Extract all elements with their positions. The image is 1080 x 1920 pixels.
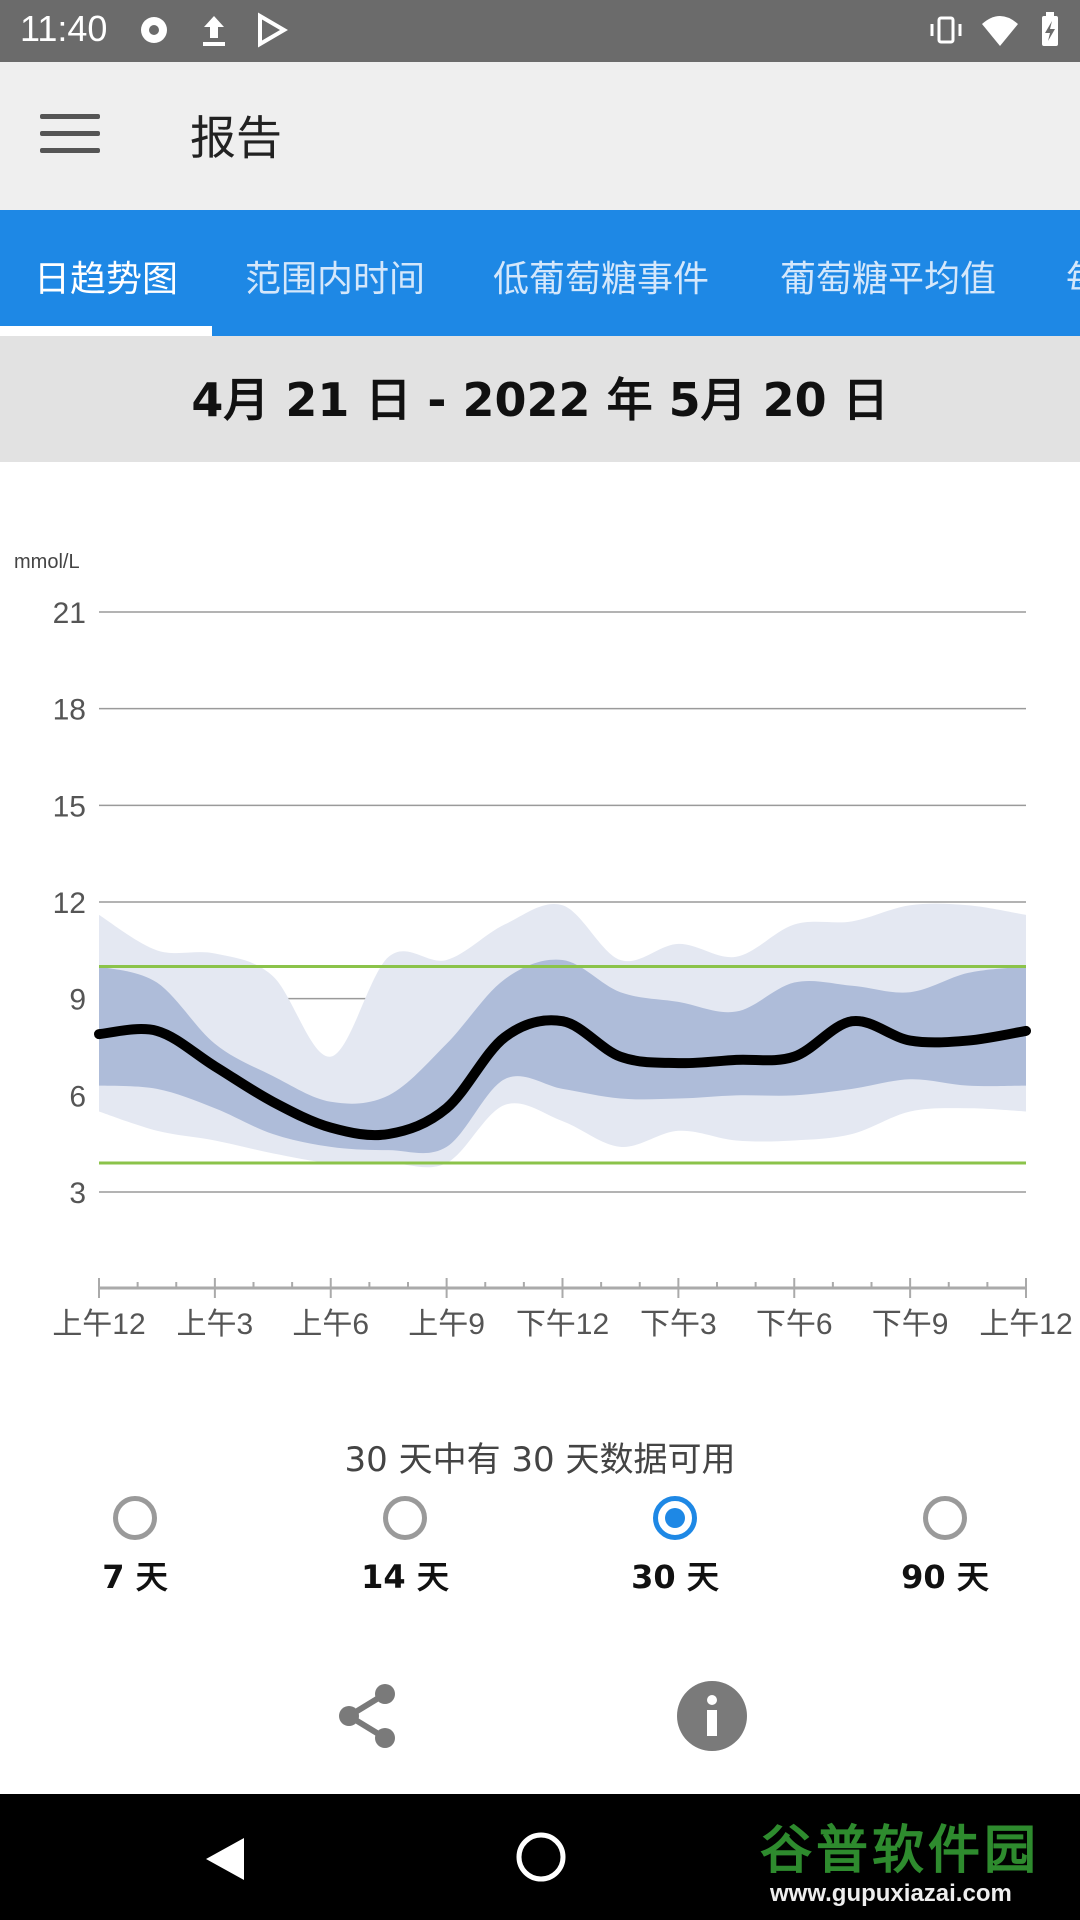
play-store-icon <box>258 12 288 48</box>
x-tick-label: 下午6 <box>756 1308 833 1340</box>
hamburger-icon <box>40 114 100 119</box>
period-label: 90 天 <box>901 1558 989 1596</box>
tab-indicator <box>0 326 212 336</box>
x-tick-label: 上午9 <box>408 1308 485 1340</box>
radio-selected-icon <box>653 1496 697 1540</box>
y-tick-label: 3 <box>69 1177 86 1210</box>
status-bar: 11:40 <box>0 0 1080 62</box>
x-tick-label: 下午12 <box>516 1308 609 1340</box>
vibrate-icon <box>930 16 962 44</box>
upload-icon <box>203 16 225 46</box>
radio-icon <box>113 1496 157 1540</box>
tab-more[interactable]: 每 <box>1066 250 1080 302</box>
info-icon[interactable] <box>676 1680 748 1752</box>
y-tick-label: 12 <box>53 887 86 920</box>
y-tick-label: 21 <box>53 597 86 630</box>
y-tick-label: 18 <box>53 694 86 727</box>
watermark-url: www.gupuxiazai.com <box>770 1880 1012 1907</box>
median-line <box>94 1015 1031 1141</box>
date-range: 4月 21 日 - 2022 年 5月 20 日 <box>191 373 889 427</box>
period-label: 7 天 <box>102 1558 168 1596</box>
x-tick-label: 上午12 <box>52 1308 145 1340</box>
x-tick-label: 下午3 <box>640 1308 717 1340</box>
radio-icon <box>923 1496 967 1540</box>
menu-button[interactable] <box>40 114 100 158</box>
date-range-header: 4月 21 日 - 2022 年 5月 20 日 <box>0 336 1080 462</box>
tab-bar: 日趋势图 范围内时间 低葡萄糖事件 葡萄糖平均值 每 <box>0 210 1080 336</box>
inner-percentile-band <box>99 959 1026 1154</box>
watermark-logo: 谷普软件园 www.gupuxiazai.com <box>750 1800 1080 1920</box>
tab-low-glucose-events[interactable]: 低葡萄糖事件 <box>493 259 710 300</box>
back-icon[interactable] <box>200 1834 250 1884</box>
x-tick-label: 上午6 <box>292 1308 369 1340</box>
period-label: 14 天 <box>361 1558 449 1596</box>
sync-icon <box>141 17 167 43</box>
watermark-title: 谷普软件园 <box>760 1821 1041 1881</box>
y-tick-label: 6 <box>69 1080 86 1113</box>
y-axis-unit-label: mmol/L <box>14 551 80 573</box>
period-option-90[interactable]: 90 天 <box>845 1490 1045 1598</box>
daily-trend-chart: mmol/L 21 18 15 12 9 6 3 上午12 上午3 上午6 上午9 下午12 下午3 下午6… <box>14 551 1073 1340</box>
navigation-bar <box>0 1794 1080 1920</box>
y-tick-label: 9 <box>69 984 86 1017</box>
home-icon[interactable] <box>514 1830 568 1884</box>
tab-time-in-range[interactable]: 范围内时间 <box>245 259 426 300</box>
period-option-30[interactable]: 30 天 <box>575 1490 775 1598</box>
x-tick-label: 上午3 <box>177 1308 254 1340</box>
period-option-14[interactable]: 14 天 <box>305 1490 505 1598</box>
app-bar: 报告 <box>0 62 1080 210</box>
share-icon[interactable] <box>331 1680 403 1752</box>
radio-icon <box>383 1496 427 1540</box>
battery-icon <box>1042 12 1058 46</box>
wifi-icon <box>982 16 1018 46</box>
period-label: 30 天 <box>631 1558 719 1596</box>
tab-daily-trend[interactable]: 日趋势图 <box>34 259 179 300</box>
period-selector: 7 天 14 天 30 天 90 天 <box>0 1490 1080 1610</box>
tab-average-glucose[interactable]: 葡萄糖平均值 <box>780 259 997 300</box>
y-tick-label: 15 <box>53 790 86 823</box>
page-title: 报告 <box>190 111 282 165</box>
x-tick-label: 下午9 <box>872 1308 949 1340</box>
status-time: 11:40 <box>20 8 108 49</box>
x-tick-label: 上午12 <box>979 1308 1072 1340</box>
data-availability-text: 30 天中有 30 天数据可用 <box>344 1440 736 1480</box>
period-option-7[interactable]: 7 天 <box>35 1490 235 1598</box>
